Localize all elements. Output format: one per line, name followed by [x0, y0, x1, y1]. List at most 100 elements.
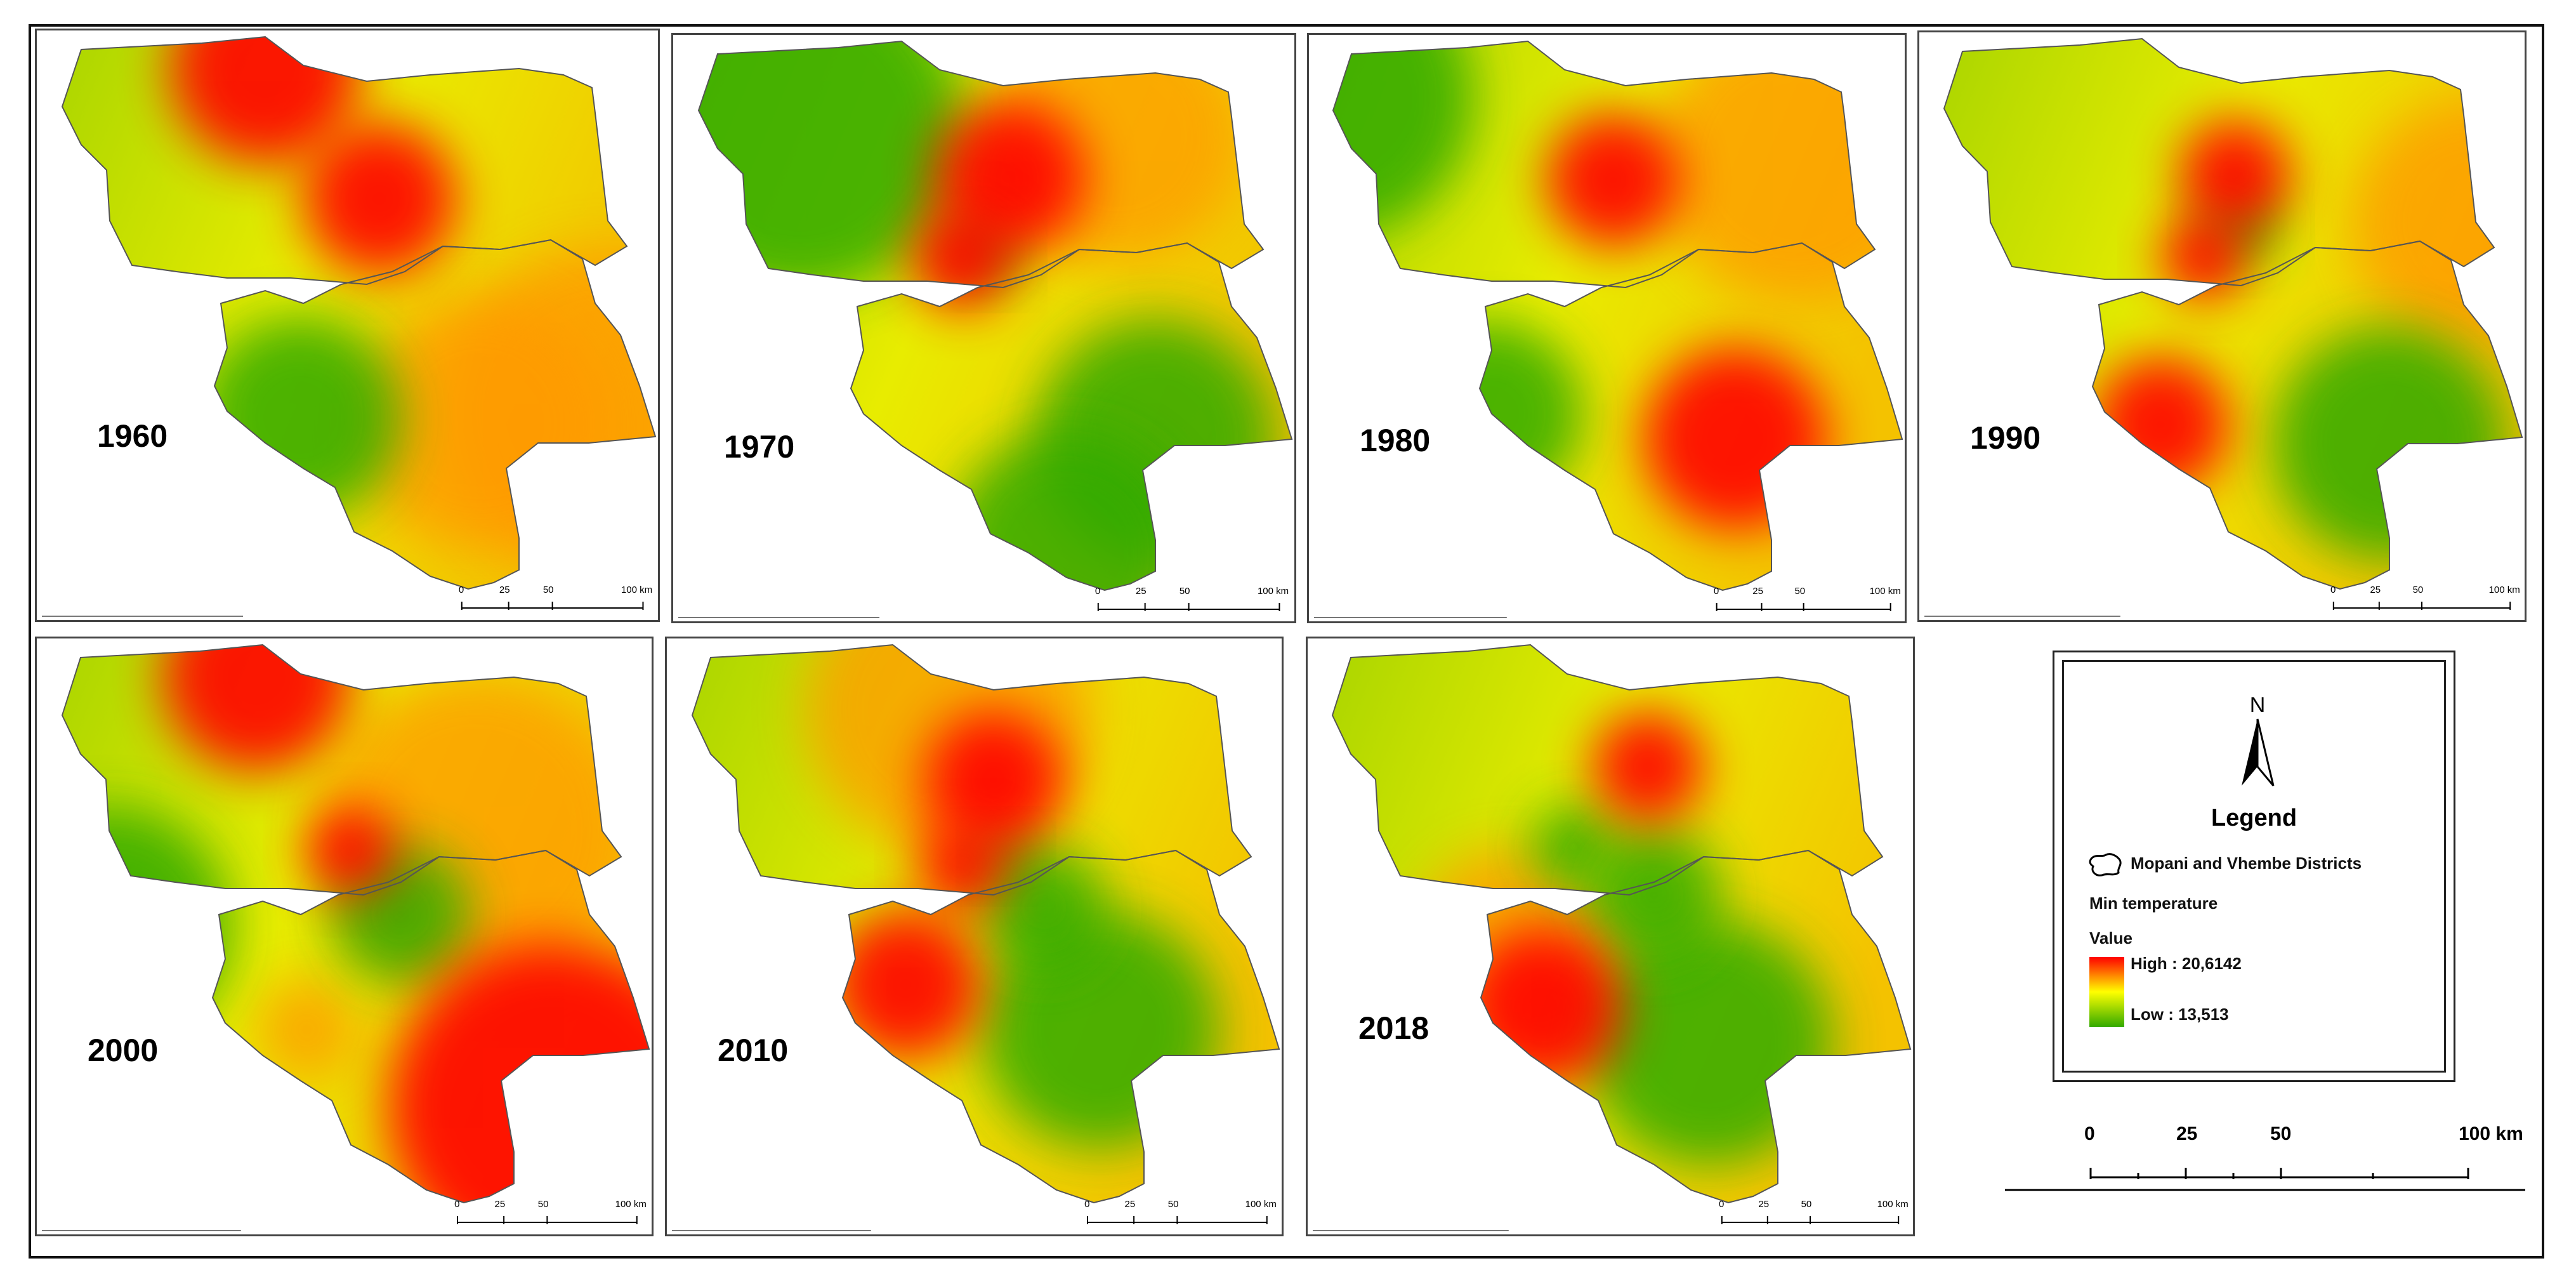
map-panel-1980: 1980 0 25 50 100 km	[1307, 33, 1907, 623]
district-outline-north	[1332, 40, 1876, 289]
heat-blob	[162, 645, 351, 772]
heat-blob	[199, 316, 402, 519]
heat-blob	[946, 432, 1187, 590]
year-label: 2010	[718, 1033, 789, 1068]
scale-tick-50: 50	[2270, 1123, 2292, 1144]
district-outline-north	[1331, 644, 1884, 896]
panel-scale-tick-100: 100 km	[1869, 586, 1901, 597]
heat-blob	[924, 710, 1063, 849]
panel-scale-bar	[457, 1216, 638, 1224]
panel-scale-tick-50: 50	[2412, 585, 2424, 595]
scale-tick-25: 25	[2176, 1123, 2198, 1144]
district-outline-north	[691, 644, 1252, 896]
panel-scale-bar	[1716, 603, 1891, 611]
panel-scale-tick-50: 50	[1179, 586, 1190, 597]
heat-blob	[2179, 119, 2290, 230]
heat-blob	[2160, 213, 2247, 301]
map-panel-1960: 1960 0 25 50 100 km	[35, 29, 660, 622]
map-panel-2000: 2000 0 25 50 100 km	[35, 637, 654, 1236]
panel-scale-tick-50: 50	[1167, 1199, 1179, 1210]
heat-blob	[256, 979, 357, 1080]
panel-scale-tick-25: 25	[1124, 1199, 1136, 1210]
map-panel-2018: 2018 0 25 50 100 km	[1306, 637, 1915, 1236]
panel-scale-tick-25: 25	[499, 585, 510, 595]
year-label: 1960	[97, 418, 168, 454]
temperature-surface	[699, 41, 1292, 590]
district-outline-south	[1480, 849, 1912, 1204]
panel-scale-tick-50: 50	[537, 1199, 549, 1210]
year-label: 1990	[1970, 420, 2041, 456]
high-label: High : 20,6142	[2131, 954, 2242, 973]
heat-blob	[1586, 918, 1834, 1166]
panel-scale-tick-25: 25	[2370, 585, 2381, 595]
panel-scale-bar	[1087, 1216, 1268, 1224]
panel-scale-tick-0: 0	[1094, 586, 1101, 597]
heat-blob	[1592, 711, 1704, 823]
panel-scale-tick-25: 25	[494, 1199, 506, 1210]
heat-blob	[1643, 347, 1827, 531]
heat-blob	[303, 122, 456, 275]
value-label: Value	[2089, 928, 2132, 948]
panel-scale-bar	[2332, 602, 2511, 610]
district-outline-north	[697, 40, 1265, 289]
map-panel-1970: 1970 0 25 50 100 km	[671, 33, 1296, 623]
layer-label: Min temperature	[2089, 894, 2218, 913]
panel-scale-bar	[1721, 1216, 1900, 1224]
map-panel-1990: 1990 0 25 50 100 km	[1917, 30, 2527, 622]
panel-scale-tick-100: 100 km	[1877, 1199, 1909, 1210]
map-panel-2010: 2010 0 25 50 100 km	[665, 637, 1284, 1236]
heat-blob	[306, 806, 395, 894]
panel-scale-tick-0: 0	[1713, 586, 1719, 597]
panel-scale-tick-50: 50	[542, 585, 554, 595]
heat-blob	[980, 845, 1107, 971]
legend-title: Legend	[2211, 805, 2297, 831]
panel-scale-bar	[1097, 603, 1280, 611]
panel-scale-tick-25: 25	[1752, 586, 1763, 597]
panel-scale-tick-100: 100 km	[621, 585, 653, 595]
panel-scale-tick-0: 0	[1719, 1199, 1725, 1210]
year-label: 2000	[88, 1033, 159, 1068]
panel-scale-tick-25: 25	[1135, 586, 1147, 597]
panel-scale-tick-100: 100 km	[1245, 1199, 1277, 1210]
year-label: 2018	[1358, 1010, 1429, 1046]
panel-scale-tick-0: 0	[1084, 1199, 1090, 1210]
temperature-surface	[62, 645, 649, 1203]
panel-scale-tick-25: 25	[1758, 1199, 1770, 1210]
district-boundary-icon	[2088, 852, 2123, 878]
low-label: Low : 13,513	[2131, 1005, 2229, 1024]
district-outline-south	[213, 239, 657, 590]
heat-blob	[2092, 356, 2229, 493]
panel-scale-tick-0: 0	[458, 585, 464, 595]
district-outline-south	[1478, 242, 1903, 591]
temperature-surface	[62, 37, 655, 589]
scale-tick-100: 100 km	[2459, 1123, 2523, 1144]
legend-inner-frame: N Legend Mopani and Vhembe Districts Min…	[2062, 660, 2446, 1073]
panel-scale-tick-0: 0	[454, 1199, 460, 1210]
heat-blob	[911, 208, 1013, 310]
district-outline-north	[61, 36, 628, 286]
heat-blob	[1586, 827, 1722, 963]
panel-scale-tick-100: 100 km	[2488, 585, 2520, 595]
scale-tick-0: 0	[2084, 1123, 2095, 1144]
panel-scale-tick-50: 50	[1794, 586, 1806, 597]
district-outline-south	[850, 242, 1293, 591]
panel-scale-tick-100: 100 km	[1257, 586, 1289, 597]
temperature-surface	[692, 645, 1279, 1203]
scale-bar: 0 25 50 100 km	[1986, 1123, 2532, 1206]
boundary-label: Mopani and Vhembe Districts	[2131, 854, 2362, 873]
heat-blob	[1546, 113, 1681, 248]
heat-blob	[2271, 326, 2507, 562]
temperature-surface	[1333, 41, 1902, 590]
temperature-surface	[1944, 39, 2522, 589]
panel-scale-tick-0: 0	[2330, 585, 2336, 595]
heat-blob	[170, 37, 360, 164]
legend-box: N Legend Mopani and Vhembe Districts Min…	[2053, 651, 2455, 1082]
district-outline-north	[1943, 37, 2495, 287]
district-outline-south	[211, 849, 650, 1204]
district-outline-north	[61, 644, 622, 896]
panel-scale-tick-50: 50	[1801, 1199, 1812, 1210]
heat-blob	[830, 909, 981, 1061]
color-ramp	[2089, 957, 2124, 1027]
panel-scale-bar	[461, 602, 644, 610]
north-label: N	[2250, 693, 2266, 717]
